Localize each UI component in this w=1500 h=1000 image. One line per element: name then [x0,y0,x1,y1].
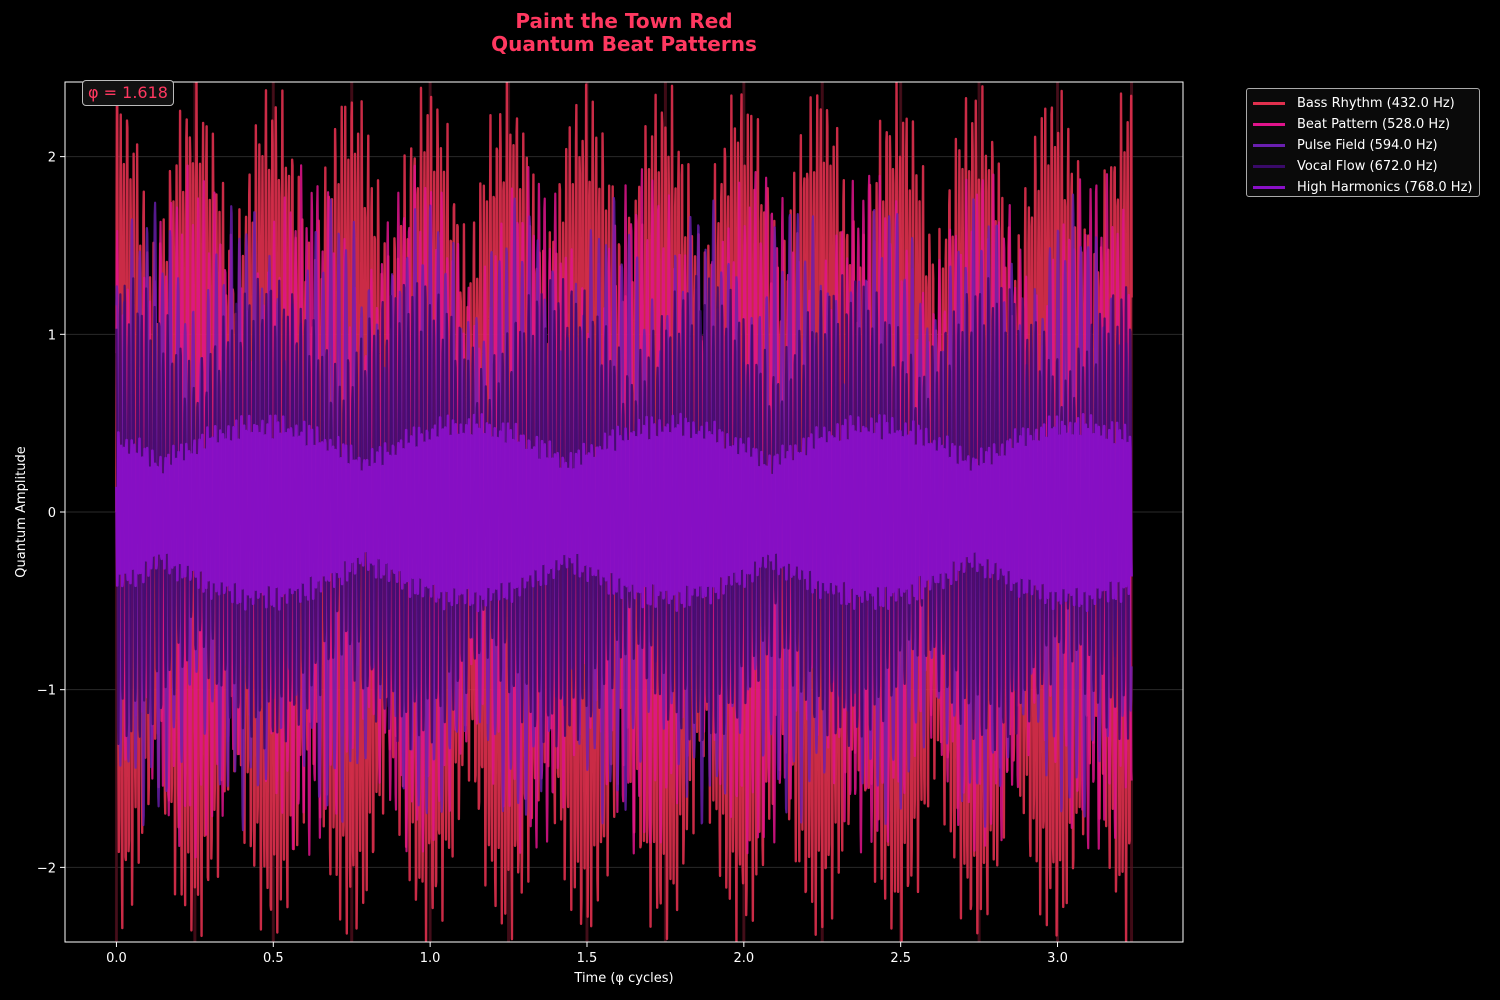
series-group [115,82,1133,942]
legend-entry: High Harmonics (768.0 Hz) [1253,177,1473,198]
chart-subtitle: Quantum Beat Patterns [491,32,757,56]
legend-label: Pulse Field (594.0 Hz) [1297,138,1438,153]
y-tick-label: 2 [48,151,56,166]
x-axis-ticks: 0.0 0.5 1.0 1.5 2.0 2.5 3.0 [106,942,1068,966]
y-tick-label: 1 [48,328,56,343]
legend-swatch [1253,186,1285,189]
chart-title-block: Paint the Town Red Quantum Beat Patterns [0,10,1248,56]
y-tick-label: −1 [37,684,56,699]
x-tick-label: 1.5 [577,951,598,966]
x-tick-label: 2.0 [733,951,754,966]
y-tick-label: −2 [37,861,56,876]
legend-entry: Beat Pattern (528.0 Hz) [1253,114,1473,135]
legend-swatch [1253,123,1285,126]
legend-swatch [1253,102,1285,105]
legend-swatch [1253,144,1285,147]
y-axis-label: Quantum Amplitude [14,446,29,577]
x-tick-label: 1.0 [420,951,441,966]
chart-title: Paint the Town Red [515,9,733,33]
legend-label: Beat Pattern (528.0 Hz) [1297,117,1451,132]
x-tick-label: 0.0 [106,951,127,966]
x-tick-label: 0.5 [263,951,284,966]
y-tick-label: 0 [48,506,56,521]
legend-label: Vocal Flow (672.0 Hz) [1297,159,1438,174]
series-line-5 [115,412,1133,613]
y-axis-ticks: −2 −1 0 1 2 [37,151,65,876]
legend-label: Bass Rhythm (432.0 Hz) [1297,96,1455,111]
legend-entry: Pulse Field (594.0 Hz) [1253,135,1473,156]
x-tick-label: 3.0 [1047,951,1068,966]
x-axis-label: Time (φ cycles) [573,971,673,986]
legend-entry: Bass Rhythm (432.0 Hz) [1253,93,1473,114]
legend-entry: Vocal Flow (672.0 Hz) [1253,156,1473,177]
legend: Bass Rhythm (432.0 Hz) Beat Pattern (528.… [1246,88,1480,197]
x-tick-label: 2.5 [890,951,911,966]
phi-annotation: φ = 1.618 [82,80,174,106]
legend-label: High Harmonics (768.0 Hz) [1297,180,1473,195]
legend-swatch [1253,165,1285,168]
